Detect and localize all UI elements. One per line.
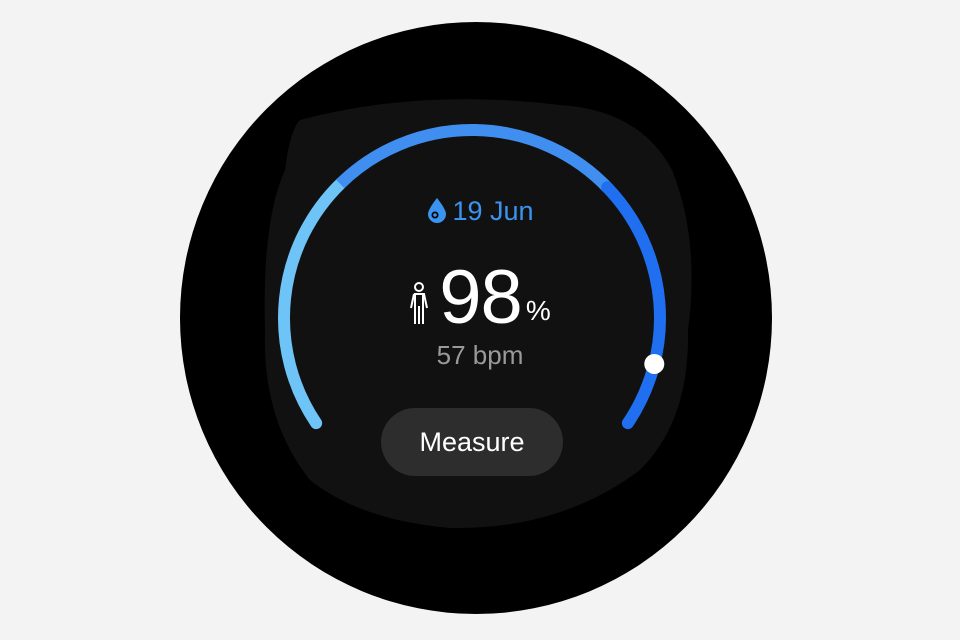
gauge-segment-mid	[336, 124, 613, 193]
gauge-marker	[644, 353, 665, 374]
spo2-value: 98	[439, 255, 523, 340]
gauge-segment-low	[278, 176, 348, 430]
gauge-segment-high	[601, 181, 666, 430]
blood-drop-icon	[428, 198, 447, 223]
spo2-reading: 98%	[0, 255, 960, 340]
heart-rate: 57 bpm	[436, 340, 524, 370]
date-text: 19 Jun	[452, 196, 534, 226]
background-blob	[264, 99, 692, 529]
measure-button[interactable]: Measure	[381, 408, 563, 476]
spo2-unit: %	[525, 295, 551, 326]
measurement-date: 19 Jun	[0, 194, 960, 228]
person-icon	[410, 282, 429, 324]
